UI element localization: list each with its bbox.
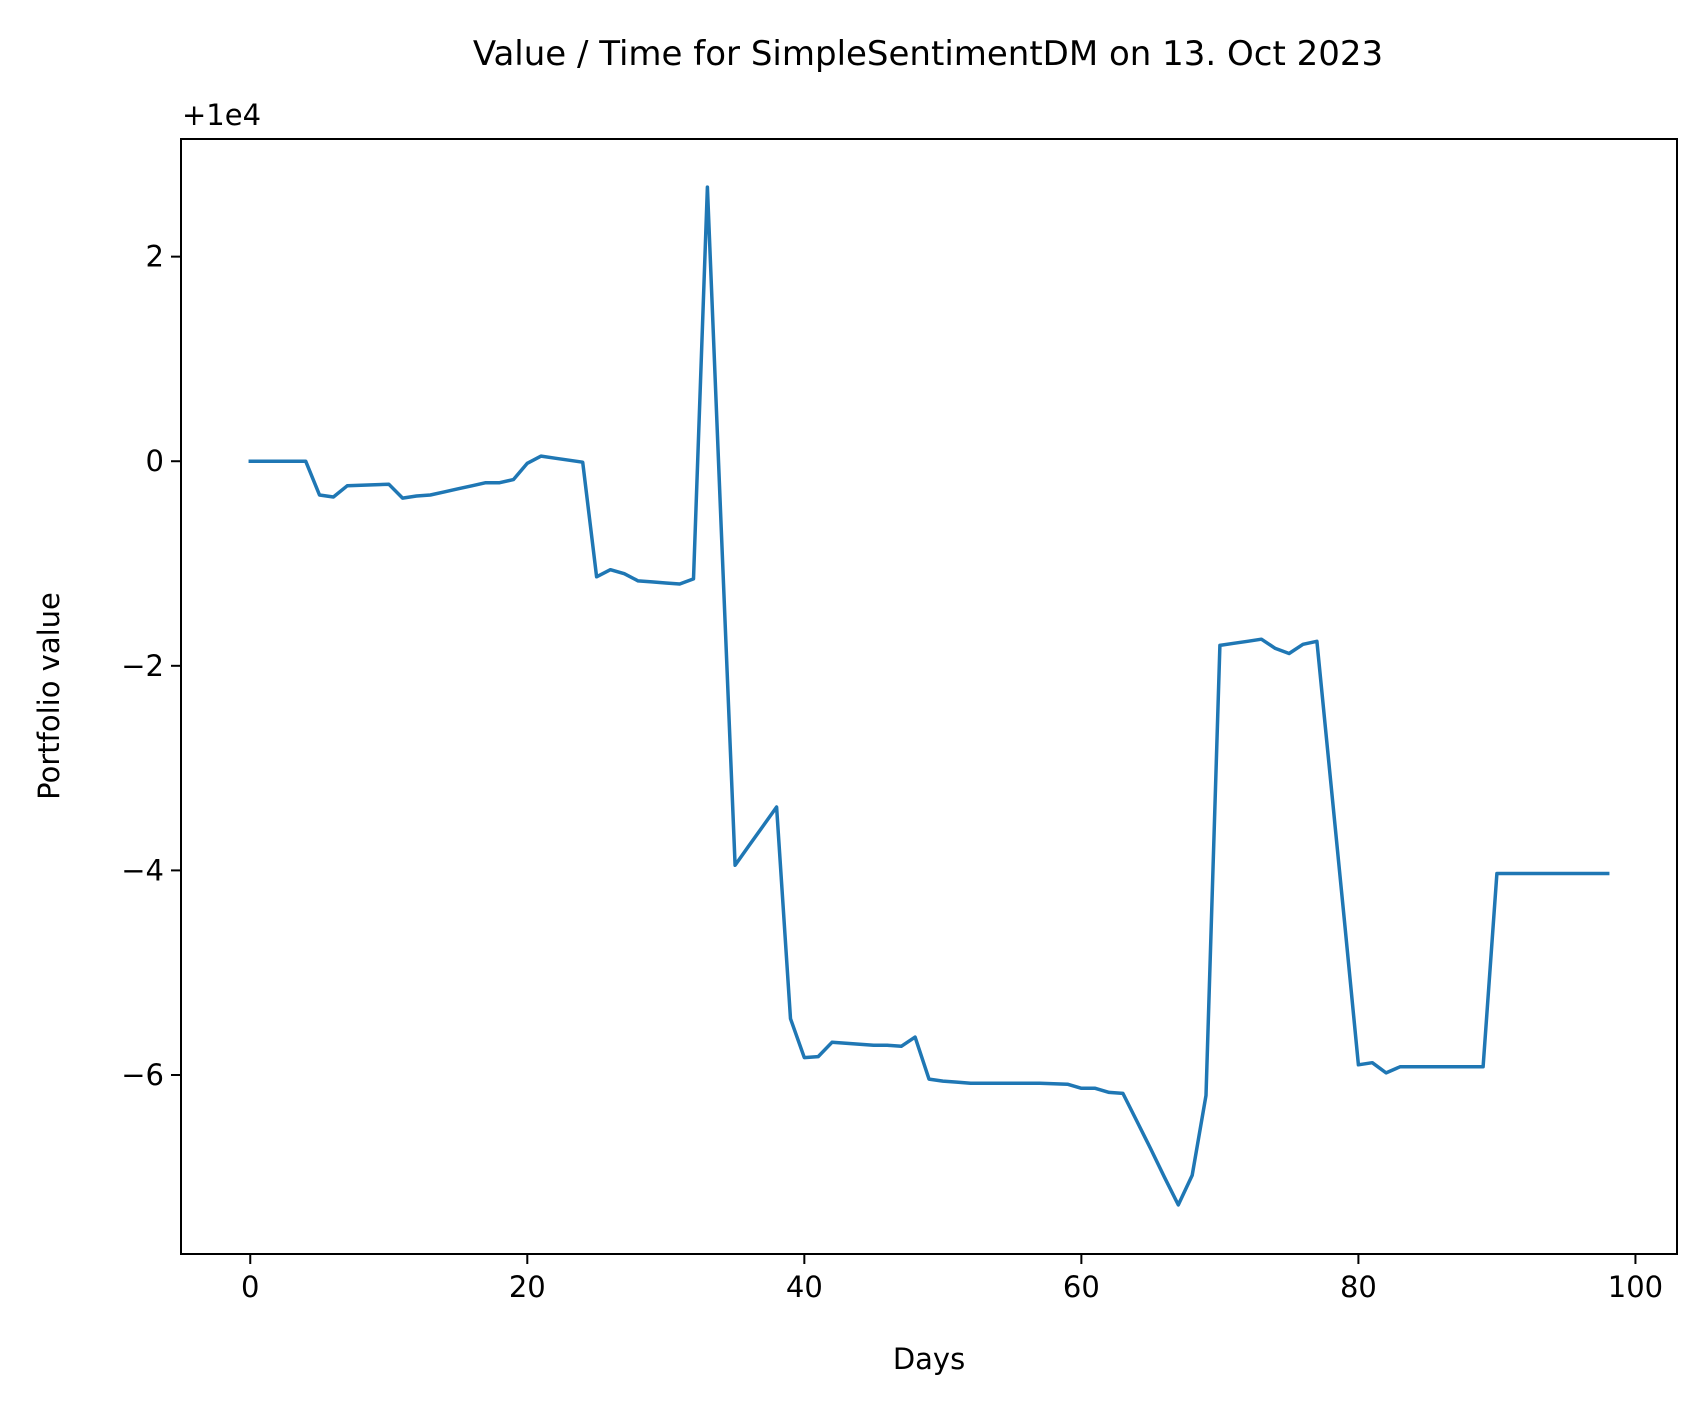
- y-axis-label: Portfolio value: [32, 592, 66, 800]
- plot-area: [248, 185, 1610, 1207]
- x-tick-label: 40: [786, 1270, 823, 1304]
- x-tick-label: 80: [1340, 1270, 1377, 1304]
- y-tick-label: 2: [146, 240, 164, 274]
- plot-frame: [180, 138, 1678, 1255]
- x-tick-label: 100: [1608, 1270, 1663, 1304]
- x-axis-label: Days: [893, 1342, 965, 1376]
- chart-title: Value / Time for SimpleSentimentDM on 13…: [473, 34, 1383, 74]
- y-offset-label: +1e4: [182, 98, 261, 132]
- x-tick-label: 60: [1063, 1270, 1100, 1304]
- x-tick-label: 0: [241, 1270, 259, 1304]
- y-axis: 2 0 −2 −4 −6: [121, 240, 181, 1092]
- y-tick-label: −4: [121, 853, 164, 887]
- y-tick-label: −6: [121, 1058, 164, 1092]
- x-tick-label: 20: [509, 1270, 546, 1304]
- y-tick-label: −2: [121, 649, 164, 683]
- y-tick-label: 0: [146, 444, 164, 478]
- series-line: [248, 185, 1610, 1207]
- x-axis: 0 20 40 60 80 100: [241, 1254, 1663, 1304]
